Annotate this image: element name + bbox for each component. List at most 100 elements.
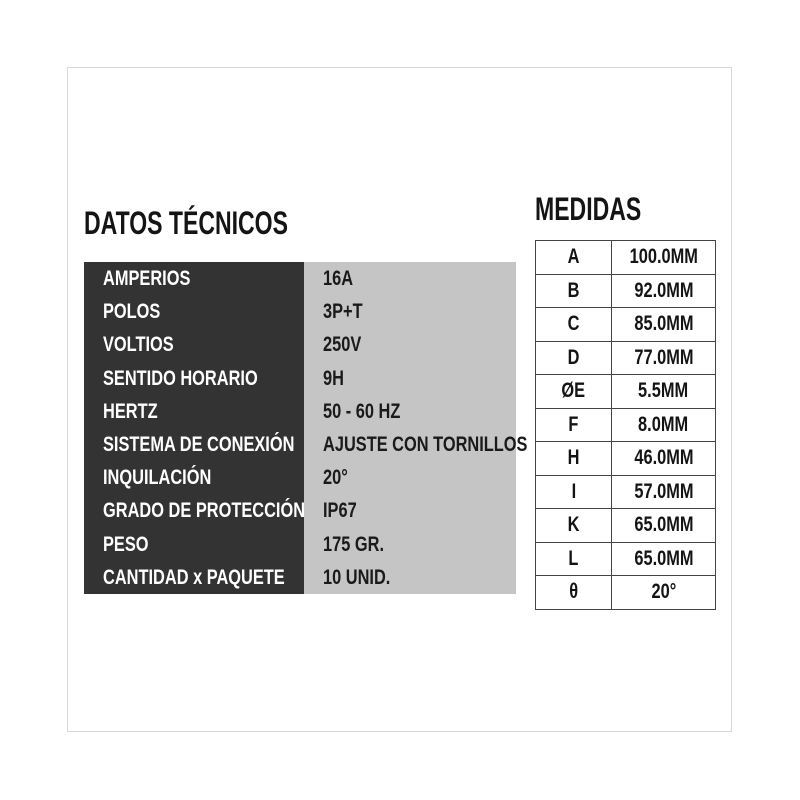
medida-key-text: D <box>567 345 580 369</box>
spec-label-text: POLOS <box>103 300 161 324</box>
medida-row: A 100.0MM <box>535 240 716 275</box>
medida-key: I <box>535 474 612 509</box>
medida-key: ØE <box>535 374 612 409</box>
spec-label-text: HERTZ <box>103 399 158 423</box>
medida-row: H 46.0MM <box>535 441 716 476</box>
spec-label: VOLTIOS <box>84 328 304 361</box>
spec-value-text: 20° <box>323 466 348 490</box>
spec-value-text: 175 GR. <box>323 532 385 556</box>
spec-value-text: IP67 <box>323 499 357 523</box>
medida-key-text: C <box>567 312 580 336</box>
specs-values-column: 16A 3P+T 250V 9H 50 - 60 HZ AJUSTE CON TORNIL… <box>304 262 527 594</box>
medida-value: 8.0MM <box>611 407 716 442</box>
medida-value-text: 92.0MM <box>633 278 694 302</box>
medida-row: B 92.0MM <box>535 273 716 308</box>
medida-value: 65.0MM <box>611 508 716 543</box>
specs-labels-column: AMPERIOS POLOS VOLTIOS SENTIDO HORARIO HERTZ… <box>84 262 306 594</box>
spec-label-text: AMPERIOS <box>103 267 191 290</box>
spec-label-text: PESO <box>103 532 149 556</box>
medidas-title-text: MEDIDAS <box>535 191 642 227</box>
spec-label: INQUILACIÓN <box>84 461 304 494</box>
medida-value-text: 5.5MM <box>638 379 689 403</box>
medida-key-text: A <box>567 245 580 269</box>
medidas-title: MEDIDAS <box>535 191 683 227</box>
medida-row: θ 20° <box>535 575 716 610</box>
medida-value-text: 65.0MM <box>633 513 694 537</box>
medida-value: 100.0MM <box>611 240 716 275</box>
spec-label-text: CANTIDAD x PAQUETE <box>103 565 285 589</box>
medida-key: C <box>535 307 612 342</box>
medida-value: 20° <box>611 575 716 610</box>
medida-key-text: L <box>568 546 579 570</box>
medidas-table: A 100.0MM B 92.0MM C 85.0MM D 77.0MM ØE 5.5MM F 8.0… <box>535 240 716 610</box>
spec-label: SENTIDO HORARIO <box>84 362 304 395</box>
spec-value: IP67 <box>304 494 516 527</box>
medida-value: 65.0MM <box>611 541 716 576</box>
spec-value: AJUSTE CON TORNILLOS <box>304 428 527 461</box>
spec-label: POLOS <box>84 295 304 328</box>
medida-key-text: F <box>568 412 579 436</box>
medida-key: K <box>535 508 612 543</box>
spec-value: 10 UNID. <box>304 561 516 594</box>
spec-value-text: AJUSTE CON TORNILLOS <box>323 432 528 456</box>
medida-key-text: K <box>567 513 580 537</box>
medida-key: B <box>535 273 612 308</box>
medida-value-text: 46.0MM <box>633 446 694 470</box>
medida-key: θ <box>535 575 612 610</box>
medida-key: F <box>535 407 612 442</box>
medida-row: C 85.0MM <box>535 307 716 342</box>
medida-key: D <box>535 340 612 375</box>
spec-label: SISTEMA DE CONEXIÓN <box>84 428 304 461</box>
medida-key: A <box>535 240 612 275</box>
spec-label-text: INQUILACIÓN <box>103 466 212 490</box>
medida-key-text: θ <box>569 580 578 604</box>
spec-label: PESO <box>84 528 304 561</box>
spec-value: 9H <box>304 362 516 395</box>
spec-value: 16A <box>304 262 516 295</box>
specs-table: AMPERIOS POLOS VOLTIOS SENTIDO HORARIO HERTZ… <box>84 262 527 594</box>
content-frame <box>67 67 732 732</box>
spec-value: 3P+T <box>304 295 516 328</box>
medida-value: 57.0MM <box>611 474 716 509</box>
medida-value-text: 57.0MM <box>633 479 694 503</box>
medida-value-text: 20° <box>651 580 676 604</box>
datos-tecnicos-title: DATOS TÉCNICOS <box>84 205 367 241</box>
medida-value-text: 85.0MM <box>633 312 694 336</box>
medida-key-text: I <box>571 479 576 503</box>
spec-label: HERTZ <box>84 395 304 428</box>
medida-value-text: 65.0MM <box>633 546 694 570</box>
spec-label-text: VOLTIOS <box>103 333 174 357</box>
medida-key-text: B <box>567 278 580 302</box>
spec-value-text: 250V <box>323 333 362 357</box>
spec-value-text: 10 UNID. <box>323 565 391 589</box>
medida-value: 46.0MM <box>611 441 716 476</box>
spec-label-text: SISTEMA DE CONEXIÓN <box>103 432 295 456</box>
medida-row: K 65.0MM <box>535 508 716 543</box>
spec-value: 175 GR. <box>304 528 516 561</box>
medida-row: ØE 5.5MM <box>535 374 716 409</box>
medida-key-text: H <box>567 446 580 470</box>
spec-label: GRADO DE PROTECCIÓN <box>84 494 306 527</box>
medida-row: D 77.0MM <box>535 340 716 375</box>
medida-value: 77.0MM <box>611 340 716 375</box>
spec-value: 20° <box>304 461 516 494</box>
medida-key: L <box>535 541 612 576</box>
medida-key-text: ØE <box>561 379 586 403</box>
spec-label-text: GRADO DE PROTECCIÓN <box>103 499 306 523</box>
datos-tecnicos-title-text: DATOS TÉCNICOS <box>84 205 288 241</box>
spec-value-text: 3P+T <box>323 300 363 324</box>
medida-value: 92.0MM <box>611 273 716 308</box>
spec-label: CANTIDAD x PAQUETE <box>84 561 304 594</box>
spec-value: 250V <box>304 328 516 361</box>
medida-row: F 8.0MM <box>535 407 716 442</box>
spec-value-text: 16A <box>323 267 354 290</box>
spec-value-text: 9H <box>323 366 344 390</box>
medida-value-text: 77.0MM <box>633 345 694 369</box>
medida-row: L 65.0MM <box>535 541 716 576</box>
spec-label: AMPERIOS <box>84 262 304 295</box>
medida-row: I 57.0MM <box>535 474 716 509</box>
spec-value-text: 50 - 60 HZ <box>323 399 401 423</box>
medida-value-text: 8.0MM <box>638 412 689 436</box>
spec-value: 50 - 60 HZ <box>304 395 516 428</box>
medida-value: 5.5MM <box>611 374 716 409</box>
